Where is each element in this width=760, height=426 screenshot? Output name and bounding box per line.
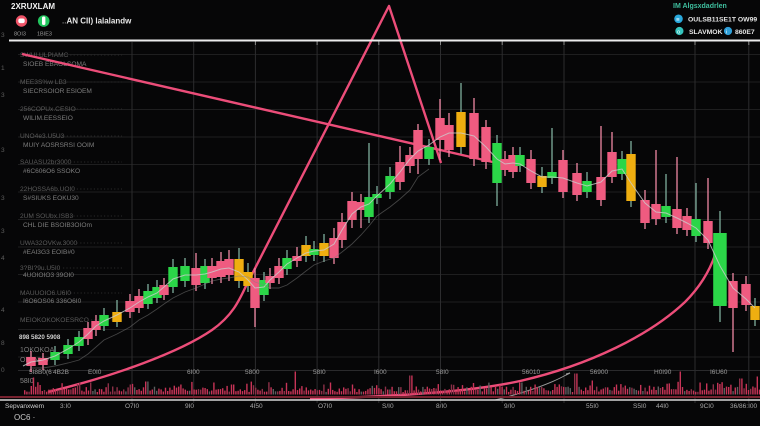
svg-text:WILIM.EESSEIO: WILIM.EESSEIO <box>23 115 73 122</box>
svg-text:I6U60: I6U60 <box>710 369 728 376</box>
svg-text:O7I0: O7I0 <box>318 403 332 410</box>
svg-text:i: i <box>726 30 727 36</box>
svg-text:UNO4e3.U5U3: UNO4e3.U5U3 <box>20 133 65 140</box>
svg-text:1OKOKOA: 1OKOKOA <box>20 347 55 354</box>
svg-text:4UOIOIO3 39OI0: 4UOIOIO3 39OI0 <box>23 272 74 279</box>
svg-text:I6O6OS06 336O6I0: I6O6OS06 336O6I0 <box>23 298 82 305</box>
svg-text:860E7: 860E7 <box>735 29 755 36</box>
svg-text:0: 0 <box>1 367 5 374</box>
svg-text:8OI3: 8OI3 <box>14 32 26 38</box>
svg-text:SIECRSOIOR ESIOEM: SIECRSOIOR ESIOEM <box>23 88 92 95</box>
svg-text:SWULULPIAMC: SWULULPIAMC <box>20 52 69 59</box>
svg-text:3: 3 <box>1 195 5 202</box>
svg-text:36/86:I00: 36/86:I00 <box>730 403 757 410</box>
svg-text:UWA32OVKw.3000: UWA32OVKw.3000 <box>20 240 78 247</box>
svg-text:MEE3S%w LB3: MEE3S%w LB3 <box>20 79 67 86</box>
svg-text:56900: 56900 <box>590 369 608 376</box>
svg-text:H0I90: H0I90 <box>654 369 672 376</box>
svg-text:22HOSSA6b.UOI0: 22HOSSA6b.UOI0 <box>20 186 75 193</box>
svg-text:3:I0: 3:I0 <box>60 403 71 410</box>
svg-text:9/I0: 9/I0 <box>504 403 515 410</box>
svg-text:1BIE3: 1BIE3 <box>37 32 52 38</box>
svg-text:9I0: 9I0 <box>185 403 194 410</box>
svg-text:5800: 5800 <box>245 369 260 376</box>
svg-text:o: o <box>677 30 680 36</box>
svg-text:S5I0: S5I0 <box>633 403 647 410</box>
svg-text:55I0: 55I0 <box>586 403 599 410</box>
svg-text:3: 3 <box>1 228 5 235</box>
svg-text:8: 8 <box>1 340 5 347</box>
svg-text:SIOEB EBAOLSOMA: SIOEB EBAOLSOMA <box>23 61 87 68</box>
svg-text:6I00: 6I00 <box>187 369 200 376</box>
svg-text:SLAVMOK: SLAVMOK <box>689 29 723 36</box>
svg-text:..AN CII) lalalandw: ..AN CII) lalalandw <box>62 17 132 26</box>
svg-text:2XRUXLAM: 2XRUXLAM <box>11 2 55 11</box>
svg-text:58I0: 58I0 <box>436 369 449 376</box>
svg-text:4B2B: 4B2B <box>53 369 69 376</box>
svg-text:4: 4 <box>1 255 5 262</box>
svg-text:#6C606O6 SSOKO: #6C606O6 SSOKO <box>23 168 80 175</box>
svg-text:4: 4 <box>1 307 5 314</box>
svg-text:Sepvanxwem: Sepvanxwem <box>5 403 44 410</box>
svg-text:2UM SOUbx.ISB3: 2UM SOUbx.ISB3 <box>20 213 73 220</box>
svg-text:898 5820 5908: 898 5820 5908 <box>19 334 61 341</box>
svg-text:S/I0: S/I0 <box>382 403 394 410</box>
svg-text:56010: 56010 <box>522 369 540 376</box>
svg-text:58I0: 58I0 <box>313 369 326 376</box>
svg-text:3: 3 <box>1 32 5 39</box>
svg-text:OULSB11SE1T OW99: OULSB11SE1T OW99 <box>688 17 757 24</box>
svg-text:CHL DIE BSOIB3OIOm: CHL DIE BSOIB3OIOm <box>23 222 93 229</box>
svg-text:MUIY AOSRSRSI OOIM: MUIY AOSRSRSI OOIM <box>23 142 94 149</box>
svg-text:1: 1 <box>1 65 5 72</box>
svg-text:3: 3 <box>1 147 5 154</box>
svg-text:MAUUOIO6.U6I0: MAUUOIO6.U6I0 <box>20 290 71 297</box>
svg-text:9CI0: 9CI0 <box>700 403 714 410</box>
svg-text:SAUASU2br3000: SAUASU2br3000 <box>20 159 72 166</box>
svg-text:3?BI?9u.U5I0: 3?BI?9u.U5I0 <box>20 265 61 272</box>
svg-text:I600: I600 <box>374 369 387 376</box>
svg-text:IM Algsxdadrlen: IM Algsxdadrlen <box>673 3 727 10</box>
svg-text:MEIOKOKOKOESRCO: MEIOKOKOKOESRCO <box>20 317 89 324</box>
svg-text:8/I0: 8/I0 <box>436 403 447 410</box>
svg-text:≡: ≡ <box>676 17 680 23</box>
svg-text:4I50: 4I50 <box>250 403 263 410</box>
svg-text:O7I0: O7I0 <box>125 403 139 410</box>
svg-text:58I0: 58I0 <box>20 378 34 385</box>
svg-text:5I8B0(6: 5I8B0(6 <box>29 369 52 376</box>
svg-text:OC6 ·: OC6 · <box>14 413 35 422</box>
svg-text:E0I0: E0I0 <box>88 369 102 376</box>
svg-text:#EAI3G3 EOIB#0: #EAI3G3 EOIB#0 <box>23 249 75 256</box>
svg-text:S#SIUKS EOKU30: S#SIUKS EOKU30 <box>23 195 79 202</box>
svg-text:256COPUx.CESIO: 256COPUx.CESIO <box>20 106 76 113</box>
svg-text:44I0: 44I0 <box>656 403 669 410</box>
svg-text:3: 3 <box>1 92 5 99</box>
